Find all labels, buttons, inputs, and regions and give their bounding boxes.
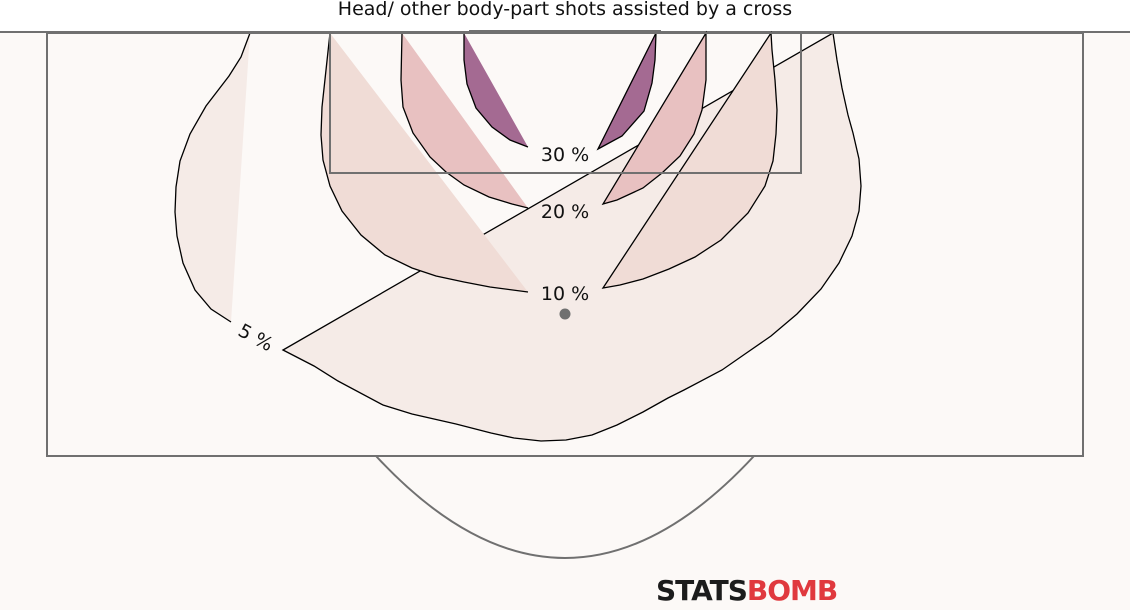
contour-label-10: 10 % [541,283,589,305]
logo-stats-text: STATS [656,574,748,607]
penalty-arc [375,455,755,559]
contour-10 [320,31,778,293]
logo-bomb-text: BOMB [746,574,838,607]
contour-label-20: 20 % [541,201,589,223]
contour-30 [463,32,657,151]
contour-20 [400,30,707,209]
contour-label-5: 5 % [234,320,276,356]
statsbomb-logo: STATSBOMB [656,574,838,607]
contour-label-30: 30 % [541,144,589,166]
penalty-spot [559,308,571,320]
chart-title: Head/ other body-part shots assisted by … [337,0,793,20]
